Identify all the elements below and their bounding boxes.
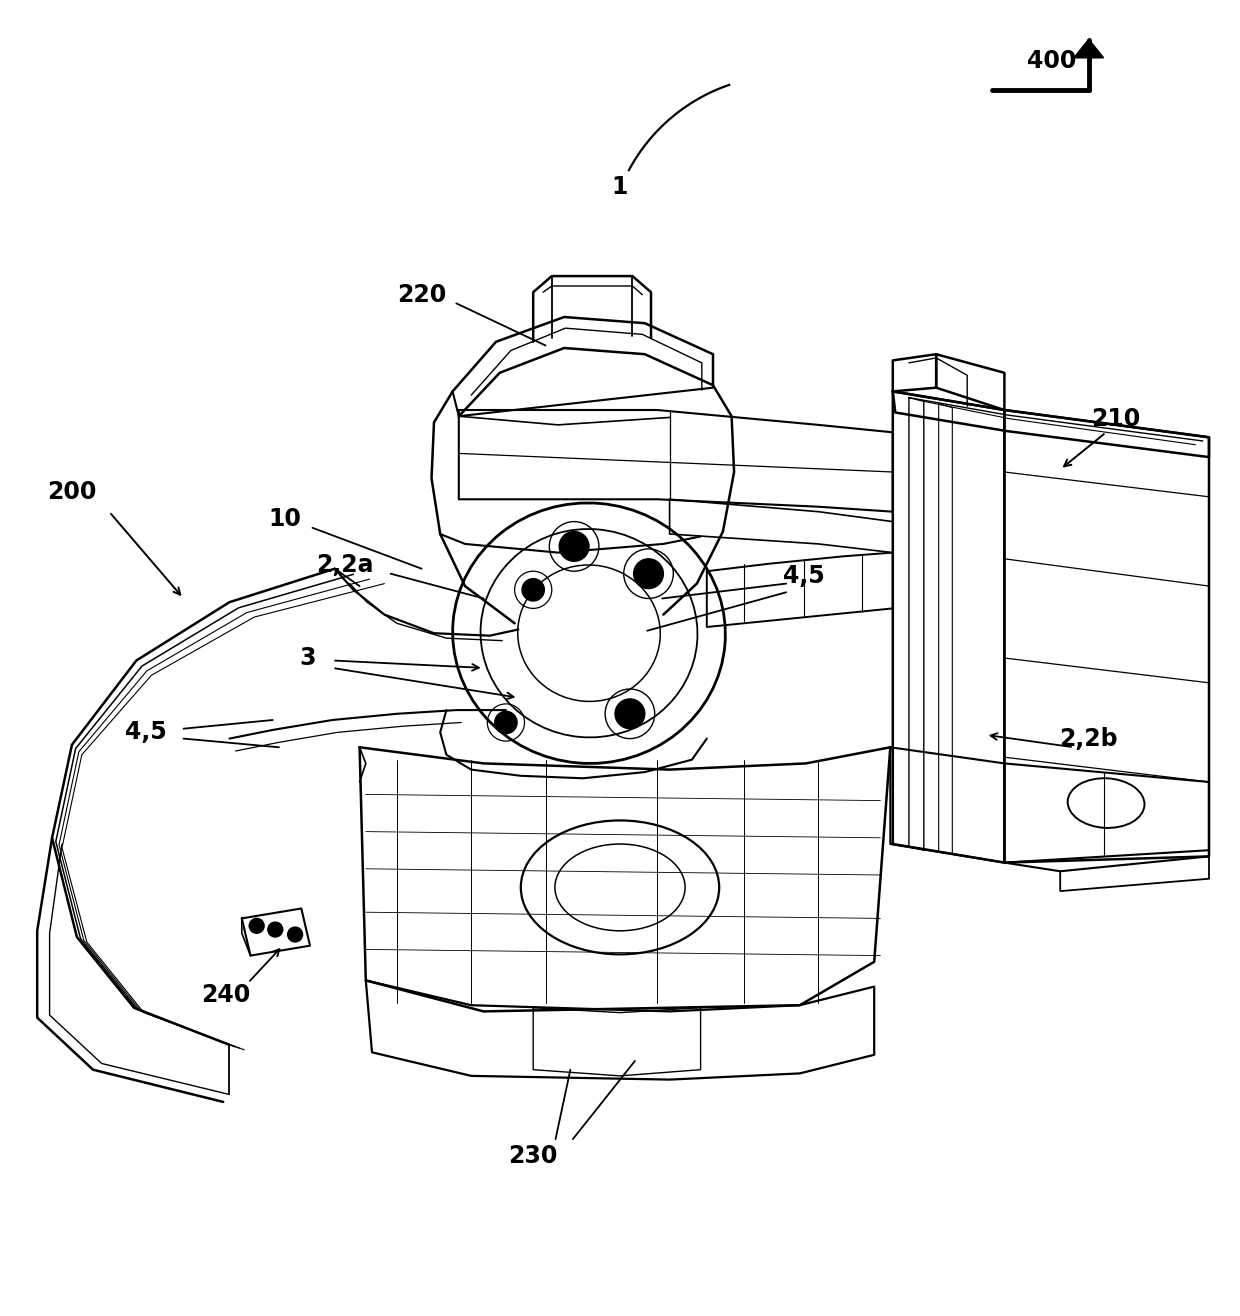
Text: 10: 10	[269, 507, 301, 532]
Text: 220: 220	[397, 283, 446, 307]
Text: 230: 230	[508, 1145, 558, 1169]
Text: 4,5: 4,5	[782, 565, 825, 588]
Circle shape	[634, 559, 663, 588]
Circle shape	[288, 926, 303, 942]
Text: 200: 200	[47, 480, 97, 504]
Text: 4,5: 4,5	[125, 720, 167, 745]
Circle shape	[249, 919, 264, 933]
Polygon shape	[1074, 39, 1104, 58]
Circle shape	[522, 579, 544, 601]
Text: 3: 3	[299, 646, 316, 670]
Text: 400: 400	[1027, 49, 1076, 72]
Text: 2,2a: 2,2a	[316, 553, 373, 576]
Circle shape	[615, 699, 645, 729]
Circle shape	[559, 532, 589, 562]
Text: 210: 210	[1091, 407, 1141, 430]
Text: 240: 240	[201, 983, 250, 1007]
Text: 2,2b: 2,2b	[1059, 726, 1118, 750]
Text: 1: 1	[611, 175, 629, 199]
Circle shape	[268, 923, 283, 937]
Circle shape	[495, 712, 517, 733]
